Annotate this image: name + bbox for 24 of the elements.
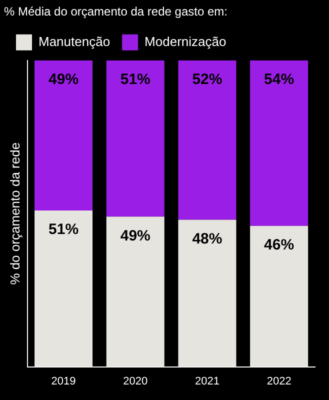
data-label: 49% <box>48 71 79 88</box>
legend-label: Manutenção <box>38 34 110 49</box>
data-label: 51% <box>120 71 150 88</box>
data-label: 49% <box>120 227 150 244</box>
y-axis-title: % do orçamento da rede <box>7 142 22 285</box>
bar <box>34 210 93 367</box>
data-label: 52% <box>192 71 222 88</box>
data-label: 48% <box>192 230 222 248</box>
data-label: 46% <box>264 236 294 254</box>
legend-title: % Média do orçamento da rede gasto em: <box>4 4 228 18</box>
bar <box>106 60 164 217</box>
bar <box>106 216 164 367</box>
bar <box>178 60 236 220</box>
x-tick-label: 2020 <box>123 375 148 388</box>
x-tick-label: 2022 <box>266 375 292 388</box>
bar <box>178 220 236 367</box>
x-tick-label: 2019 <box>51 375 76 388</box>
bar <box>250 60 308 226</box>
data-label: 51% <box>48 221 79 238</box>
bar <box>250 226 308 367</box>
x-tick-label: 2021 <box>194 375 220 388</box>
bar <box>34 60 93 211</box>
legend-label: Modernização <box>144 34 226 49</box>
data-label: 54% <box>264 71 294 88</box>
